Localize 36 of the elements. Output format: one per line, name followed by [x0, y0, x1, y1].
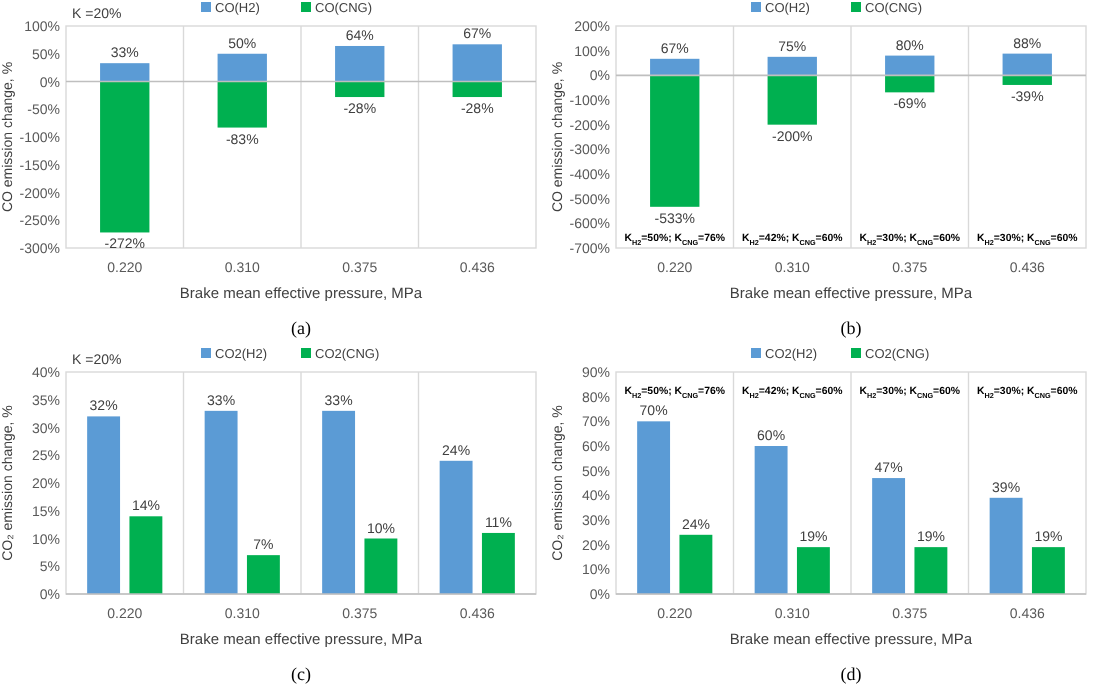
bar: [637, 421, 671, 594]
bar: [87, 416, 121, 594]
bar: [322, 410, 356, 594]
text: (d): [840, 664, 862, 684]
bar: [100, 81, 150, 233]
bar: [439, 460, 473, 594]
bar: [335, 81, 385, 98]
bar: [754, 446, 788, 594]
bar: [1031, 547, 1065, 594]
bar: [217, 81, 267, 128]
bar: [885, 75, 935, 93]
bar: [767, 75, 817, 125]
bar: [217, 53, 267, 82]
bar: [1002, 53, 1052, 76]
bar: [335, 45, 385, 82]
bar: [129, 516, 163, 594]
bar: [650, 58, 700, 76]
bar: [204, 410, 238, 594]
bar: [679, 534, 713, 594]
bar: [452, 44, 502, 82]
bar: [914, 547, 948, 594]
bar: [100, 63, 150, 82]
bar: [872, 478, 906, 594]
text: (b): [840, 318, 862, 338]
bar: [796, 547, 830, 594]
bar: [1002, 75, 1052, 85]
bar: [481, 532, 515, 594]
bar: [767, 56, 817, 76]
bar: [452, 81, 502, 98]
bar: [364, 538, 398, 594]
text: (a): [291, 318, 311, 338]
bar: [246, 555, 280, 594]
bar: [989, 497, 1023, 594]
bar: [650, 75, 700, 207]
bar: [885, 55, 935, 76]
text: (c): [291, 664, 311, 684]
